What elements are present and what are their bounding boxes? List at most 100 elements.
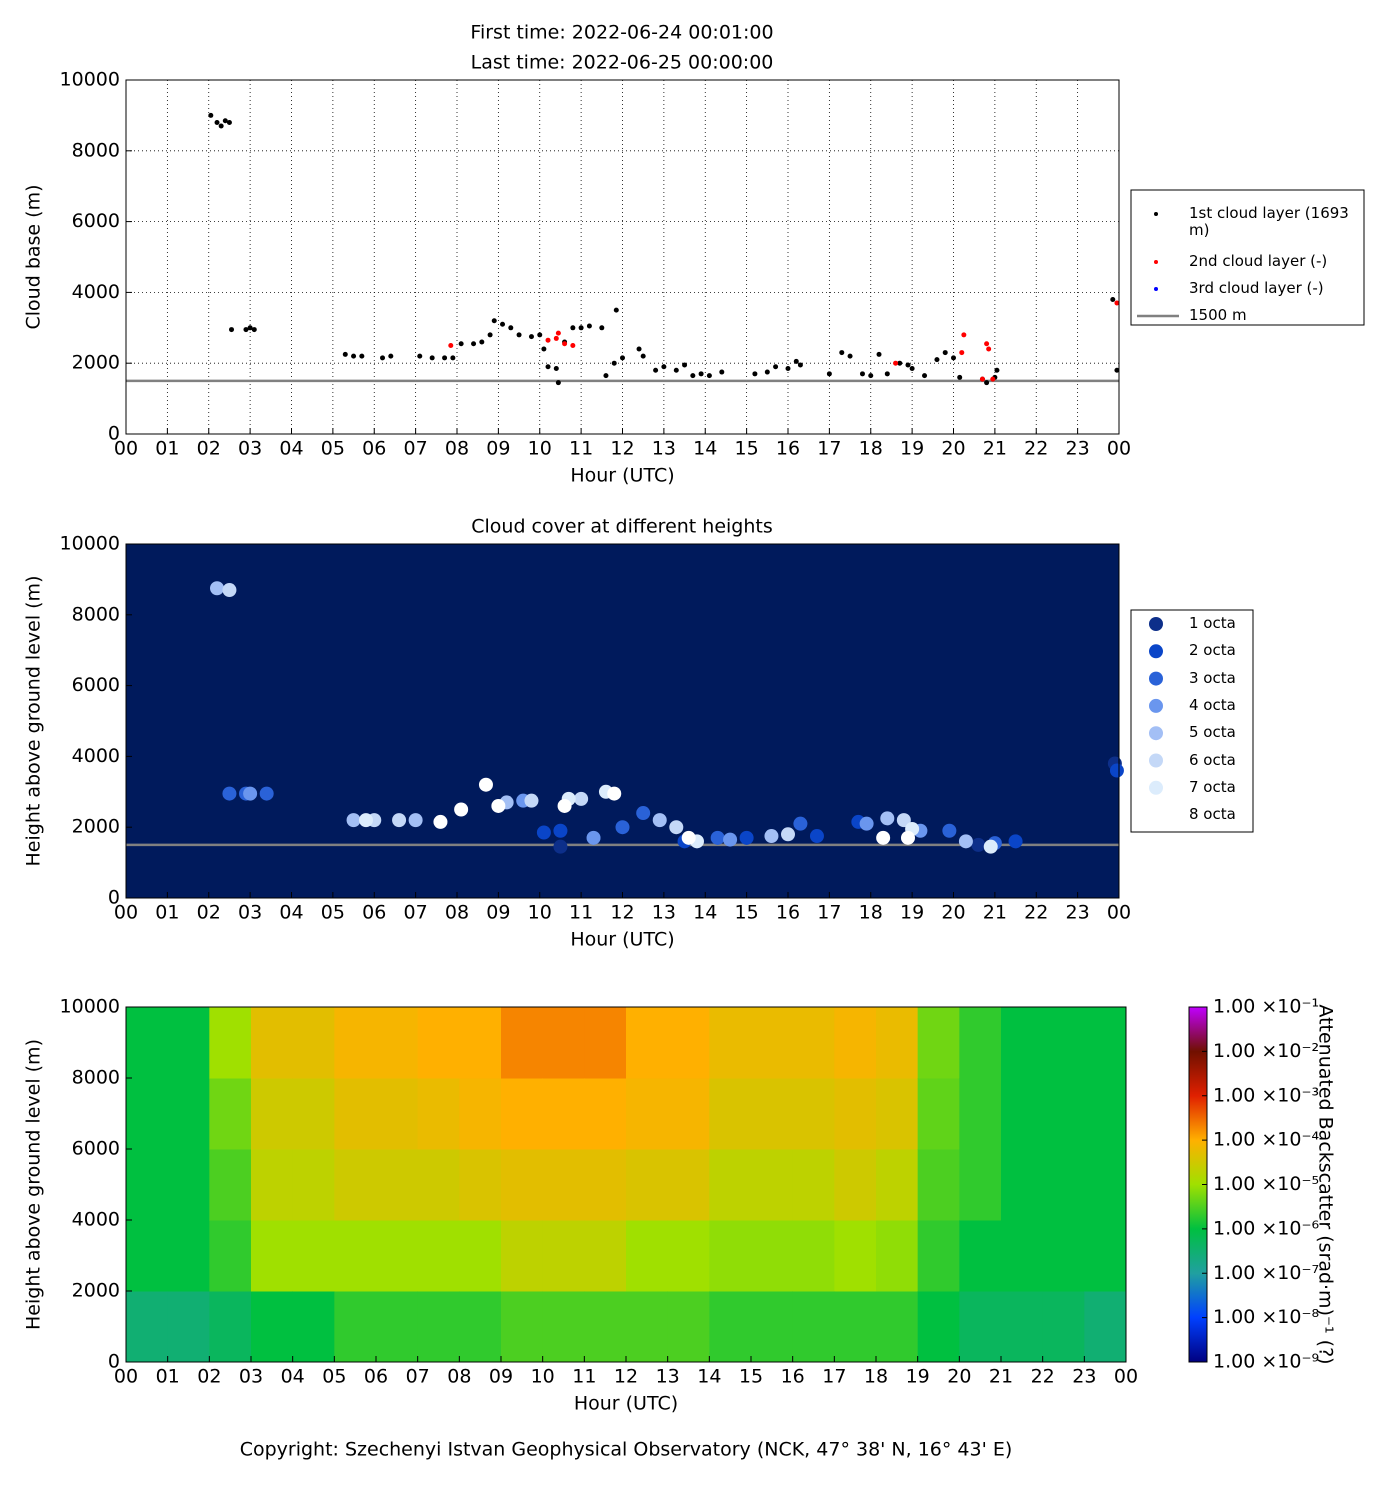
heatmap-cell	[334, 1220, 377, 1292]
x-tick-label: 21	[983, 902, 1007, 924]
data-point	[961, 332, 967, 338]
data-point	[957, 374, 963, 380]
data-point	[222, 583, 237, 598]
heatmap-cell	[334, 1078, 377, 1150]
heatmap-cell	[376, 1078, 419, 1150]
x-tick-label: 00	[114, 438, 138, 460]
colorbar-tick-label: 1.00 ×10⁻⁴	[1213, 1129, 1319, 1151]
data-point	[653, 367, 659, 373]
data-point	[942, 823, 957, 838]
data-point	[669, 820, 684, 835]
data-point	[942, 350, 948, 356]
data-point	[222, 786, 237, 801]
chart-title: First time: 2022-06-24 00:01:00	[470, 22, 773, 44]
heatmap-cell	[584, 1149, 627, 1221]
heatmap-cell	[834, 1149, 877, 1221]
heatmap-cell	[251, 1149, 294, 1221]
heatmap-cell	[584, 1291, 627, 1363]
heatmap-cell	[959, 1078, 1002, 1150]
heatmap-cell	[584, 1220, 627, 1292]
x-tick-label: 07	[404, 438, 428, 460]
data-point	[652, 813, 667, 828]
legend-entry: 3rd cloud layer (-)	[1189, 280, 1324, 297]
heatmap-cell	[876, 1149, 919, 1221]
x-tick-label: 18	[864, 1366, 888, 1388]
heatmap-cell	[751, 1078, 794, 1150]
heatmap-cell	[167, 1078, 210, 1150]
data-point	[752, 371, 758, 377]
data-point	[793, 358, 799, 364]
heatmap-cell	[917, 1007, 960, 1079]
heatmap-cell	[751, 1291, 794, 1363]
data-point	[243, 327, 249, 333]
heatmap-cell	[209, 1149, 252, 1221]
data-point	[640, 353, 646, 359]
heatmap-cell	[251, 1220, 294, 1292]
heatmap-cell	[459, 1007, 502, 1079]
heatmap-cell	[417, 1078, 460, 1150]
data-point	[1109, 763, 1124, 778]
heatmap-cell	[584, 1007, 627, 1079]
legend-entry: 3 octa	[1189, 670, 1236, 687]
heatmap-cell	[251, 1007, 294, 1079]
data-point	[986, 346, 992, 352]
colorbar-tick-label: 1.00 ×10⁻²	[1213, 1040, 1319, 1062]
y-tick-label: 10000	[60, 69, 120, 91]
data-point	[342, 351, 348, 357]
x-tick-label: 21	[989, 1366, 1013, 1388]
data-point	[859, 371, 865, 377]
heatmap-cell	[834, 1220, 877, 1292]
data-point	[545, 364, 551, 370]
data-point	[706, 373, 712, 379]
x-tick-label: 15	[739, 1366, 763, 1388]
y-tick-label: 2000	[72, 352, 120, 374]
data-point	[896, 813, 911, 828]
heatmap-cell	[667, 1220, 710, 1292]
x-tick-label: 08	[445, 902, 469, 924]
heatmap-cell	[626, 1220, 669, 1292]
data-point	[417, 353, 423, 359]
heatmap-cell	[917, 1220, 960, 1292]
heatmap-cell	[876, 1078, 919, 1150]
colorbar-tick-label: 1.00 ×10⁻⁸	[1213, 1306, 1319, 1328]
plot-frame	[125, 1006, 1127, 1363]
data-point	[773, 364, 779, 370]
x-tick-label: 04	[279, 438, 303, 460]
x-tick-label: 10	[528, 438, 552, 460]
colorbar-tick-label: 1.00 ×10⁻³	[1213, 1084, 1319, 1106]
legend-entry: 4 octa	[1189, 697, 1236, 714]
data-point	[388, 353, 394, 359]
data-point	[553, 366, 559, 372]
data-point	[636, 806, 651, 821]
heatmap-cell	[584, 1078, 627, 1150]
heatmap-cell	[376, 1220, 419, 1292]
data-point	[433, 814, 448, 829]
data-point	[781, 827, 795, 842]
data-point	[471, 341, 477, 347]
x-tick-label: 21	[983, 438, 1007, 460]
x-tick-label: 08	[447, 1366, 471, 1388]
x-tick-label: 16	[776, 438, 800, 460]
heatmap-cell	[417, 1007, 460, 1079]
data-point	[218, 123, 224, 129]
data-point	[607, 786, 622, 801]
heatmap-cell	[917, 1149, 960, 1221]
data-point	[351, 353, 357, 359]
data-point	[876, 351, 882, 357]
plot-frame	[125, 543, 1120, 899]
x-tick-label: 23	[1066, 902, 1090, 924]
heatmap-cell	[167, 1291, 210, 1363]
y-tick-label: 10000	[60, 996, 120, 1018]
heatmap-cell	[292, 1220, 335, 1292]
heatmap-cell	[459, 1291, 502, 1363]
x-tick-label: 16	[776, 902, 800, 924]
x-tick-label: 19	[900, 438, 924, 460]
data-point	[1114, 300, 1120, 306]
legend-entry: 1 octa	[1189, 615, 1236, 632]
y-tick-label: 4000	[72, 745, 120, 767]
legend-entry: 1500 m	[1189, 307, 1247, 324]
legend-entry: 6 octa	[1189, 752, 1236, 769]
data-point	[358, 813, 373, 828]
x-tick-label: 08	[445, 438, 469, 460]
y-tick-label: 8000	[72, 139, 120, 161]
